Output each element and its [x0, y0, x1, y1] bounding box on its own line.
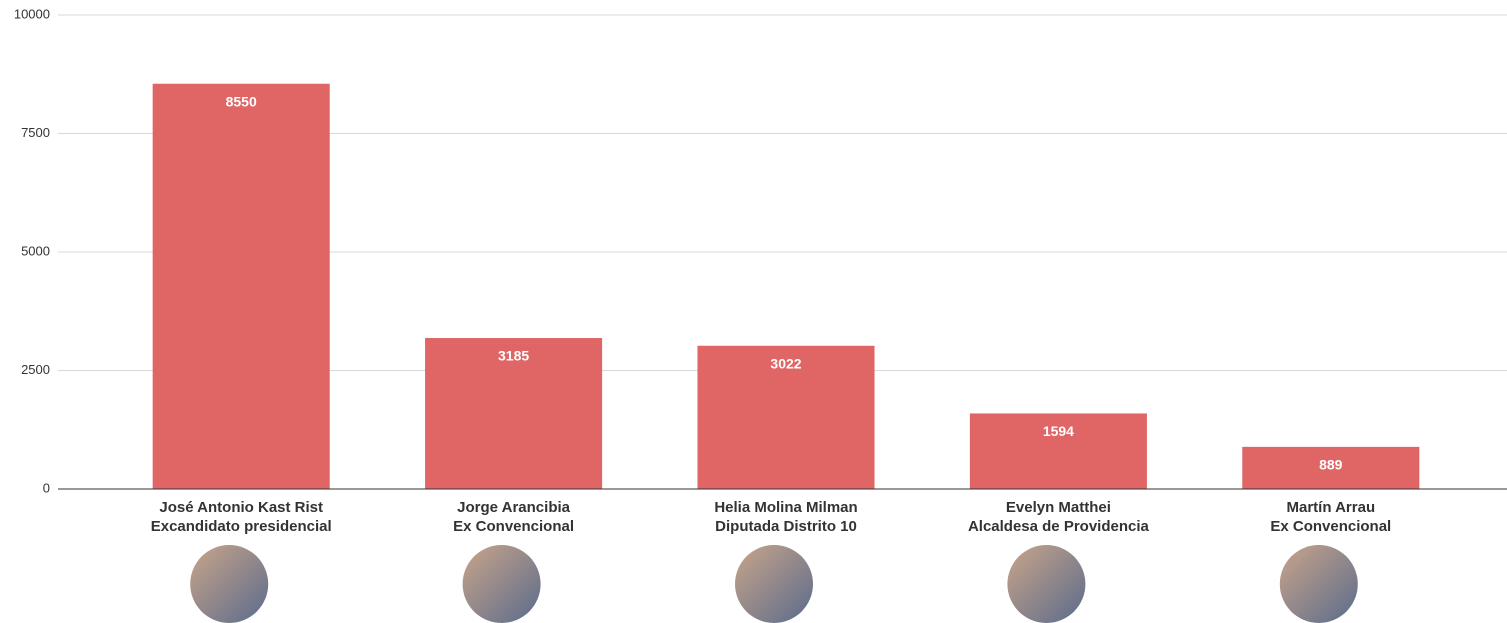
bar: [697, 345, 875, 489]
value-label: 3185: [498, 348, 529, 364]
value-label: 8550: [226, 93, 257, 109]
value-label: 3022: [770, 355, 801, 371]
avatar: [1279, 545, 1358, 623]
bar: [425, 338, 603, 489]
bar: [152, 83, 330, 489]
y-tick-label: 5000: [21, 243, 50, 258]
x-tick-label: Evelyn Matthei: [1006, 499, 1111, 516]
avatar: [1007, 545, 1086, 623]
x-tick-sublabel: Alcaldesa de Providencia: [968, 518, 1150, 535]
avatar: [462, 545, 541, 623]
x-tick-label: Helia Molina Milman: [714, 499, 857, 516]
x-tick-sublabel: Diputada Distrito 10: [715, 518, 857, 535]
x-tick-label: Jorge Arancibia: [457, 499, 570, 516]
y-tick-label: 2500: [21, 362, 50, 377]
value-label: 889: [1319, 457, 1343, 473]
y-tick-label: 0: [43, 480, 50, 495]
x-tick-sublabel: Excandidato presidencial: [151, 518, 332, 535]
y-tick-label: 10000: [14, 6, 50, 21]
y-tick-label: 7500: [21, 125, 50, 140]
avatar: [735, 545, 813, 623]
x-tick-label: Martín Arrau: [1286, 499, 1375, 516]
x-tick-label: José Antonio Kast Rist: [159, 499, 323, 516]
bar: [1242, 446, 1420, 489]
x-tick-sublabel: Ex Convencional: [453, 518, 574, 535]
avatar: [190, 545, 269, 623]
bar: [969, 413, 1147, 489]
value-label: 1594: [1043, 423, 1074, 439]
x-tick-sublabel: Ex Convencional: [1270, 518, 1391, 535]
